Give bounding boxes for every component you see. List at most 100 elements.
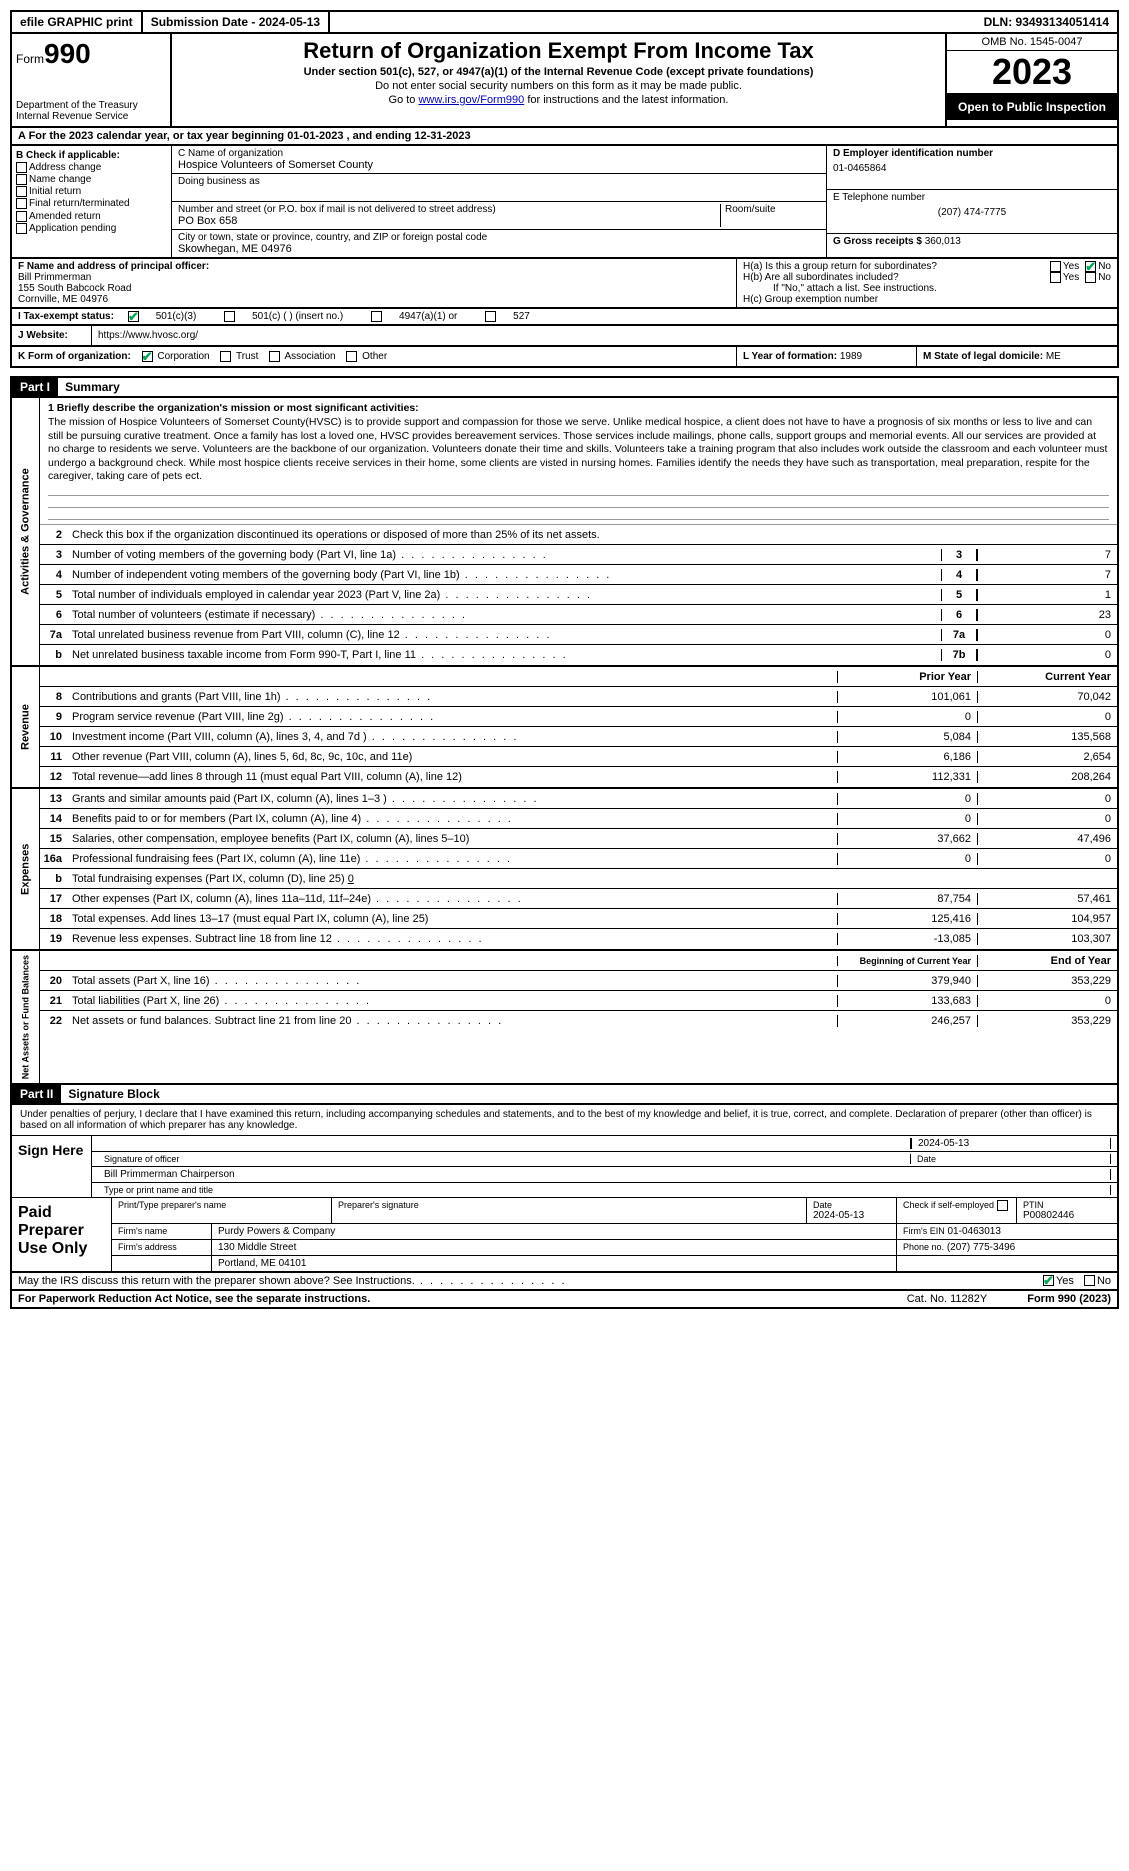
ein-label: D Employer identification number	[833, 148, 1111, 159]
cb-initial-return[interactable]: Initial return	[16, 186, 167, 197]
discuss-yes-cb[interactable]	[1043, 1275, 1054, 1286]
cb-application[interactable]: Application pending	[16, 223, 167, 234]
hb-yes-cb[interactable]	[1050, 272, 1061, 283]
part1-header: Part I	[12, 378, 58, 396]
officer-addr2: Cornville, ME 04976	[18, 294, 730, 305]
cb-501c[interactable]	[224, 311, 235, 322]
line7a-desc: Total unrelated business revenue from Pa…	[68, 627, 941, 643]
line16a-desc: Professional fundraising fees (Part IX, …	[68, 851, 837, 867]
tab-expenses: Expenses	[12, 789, 40, 949]
cb-other[interactable]	[346, 351, 357, 362]
info-grid: B Check if applicable: Address change Na…	[10, 146, 1119, 259]
hb-no-cb[interactable]	[1085, 272, 1096, 283]
hc-label: H(c) Group exemption number	[743, 294, 1111, 305]
officer-name: Bill Primmerman	[18, 272, 730, 283]
line17-desc: Other expenses (Part IX, column (A), lin…	[68, 891, 837, 907]
line22-desc: Net assets or fund balances. Subtract li…	[68, 1013, 837, 1029]
line18-prior: 125,416	[837, 913, 977, 925]
ha-no-cb[interactable]	[1085, 261, 1096, 272]
line21-curr: 0	[977, 995, 1117, 1007]
top-bar: efile GRAPHIC print Submission Date - 20…	[10, 10, 1119, 34]
signature-block: Under penalties of perjury, I declare th…	[10, 1105, 1119, 1273]
line3-val: 7	[977, 549, 1117, 561]
tel-label: E Telephone number	[833, 192, 1111, 203]
officer-name-title: Bill Primmerman Chairperson	[98, 1169, 1111, 1180]
date-label: Date	[911, 1154, 1111, 1164]
column-b: B Check if applicable: Address change Na…	[12, 146, 172, 257]
line18-desc: Total expenses. Add lines 13–17 (must eq…	[68, 911, 837, 927]
ha-yes-cb[interactable]	[1050, 261, 1061, 272]
discuss-text: May the IRS discuss this return with the…	[18, 1275, 1043, 1287]
line5-val: 1	[977, 589, 1117, 601]
sig-date: 2024-05-13	[911, 1138, 1111, 1149]
form-header: Form990 Department of the Treasury Inter…	[10, 34, 1119, 128]
line6-desc: Total number of volunteers (estimate if …	[68, 607, 941, 623]
sign-here-label: Sign Here	[12, 1136, 92, 1197]
self-emp-label: Check if self-employed	[903, 1200, 994, 1210]
page-footer: For Paperwork Reduction Act Notice, see …	[10, 1291, 1119, 1309]
line19-prior: -13,085	[837, 933, 977, 945]
revenue-section: Revenue Prior YearCurrent Year 8Contribu…	[10, 667, 1119, 789]
firm-name-label: Firm's name	[112, 1224, 212, 1239]
end-year-hdr: End of Year	[977, 955, 1117, 967]
hb-label: H(b) Are all subordinates included?	[743, 272, 1050, 283]
omb-number: OMB No. 1545-0047	[947, 34, 1117, 51]
cb-self-employed[interactable]	[997, 1200, 1008, 1211]
line22-prior: 246,257	[837, 1015, 977, 1027]
line16a-curr: 0	[977, 853, 1117, 865]
firm-addr1: 130 Middle Street	[218, 1242, 296, 1253]
domicile: ME	[1046, 351, 1061, 362]
line14-desc: Benefits paid to or for members (Part IX…	[68, 811, 837, 827]
line19-desc: Revenue less expenses. Subtract line 18 …	[68, 931, 837, 947]
cb-address-change[interactable]: Address change	[16, 162, 167, 173]
form-org-label: K Form of organization:	[18, 351, 131, 362]
line8-prior: 101,061	[837, 691, 977, 703]
discuss-no-cb[interactable]	[1084, 1275, 1095, 1286]
mission-text: The mission of Hospice Volunteers of Som…	[48, 416, 1107, 483]
firm-addr-label: Firm's address	[112, 1240, 212, 1255]
prior-year-hdr: Prior Year	[837, 671, 977, 683]
line14-curr: 0	[977, 813, 1117, 825]
line17-curr: 57,461	[977, 893, 1117, 905]
row-f: F Name and address of principal officer:…	[10, 259, 1119, 309]
firm-name: Purdy Powers & Company	[212, 1224, 897, 1239]
line14-prior: 0	[837, 813, 977, 825]
cb-name-change[interactable]: Name change	[16, 174, 167, 185]
irs-link[interactable]: www.irs.gov/Form990	[418, 94, 524, 106]
line4-val: 7	[977, 569, 1117, 581]
open-inspection: Open to Public Inspection	[947, 94, 1117, 120]
line7b-val: 0	[977, 649, 1117, 661]
line11-curr: 2,654	[977, 751, 1117, 763]
cb-final-return[interactable]: Final return/terminated	[16, 198, 167, 209]
line4-desc: Number of independent voting members of …	[68, 567, 941, 583]
current-year-hdr: Current Year	[977, 671, 1117, 683]
row-i: I Tax-exempt status: 501(c)(3) 501(c) ( …	[10, 309, 1119, 326]
cb-4947[interactable]	[371, 311, 382, 322]
cb-amended[interactable]: Amended return	[16, 211, 167, 222]
dba-label: Doing business as	[178, 176, 820, 187]
gross-label: G Gross receipts $	[833, 236, 922, 247]
line7a-val: 0	[977, 629, 1117, 641]
cb-501c3[interactable]	[128, 311, 139, 322]
website-value: https://www.hvosc.org/	[92, 326, 1117, 345]
cb-527[interactable]	[485, 311, 496, 322]
line13-desc: Grants and similar amounts paid (Part IX…	[68, 791, 837, 807]
tab-net-assets: Net Assets or Fund Balances	[12, 951, 40, 1083]
cb-corp[interactable]	[142, 351, 153, 362]
paid-preparer-label: Paid Preparer Use Only	[12, 1198, 112, 1271]
line12-desc: Total revenue—add lines 8 through 11 (mu…	[68, 769, 837, 785]
line19-curr: 103,307	[977, 933, 1117, 945]
form-word: Form	[16, 52, 44, 66]
line22-curr: 353,229	[977, 1015, 1117, 1027]
line1-label: 1 Briefly describe the organization's mi…	[48, 402, 419, 414]
ein-value: 01-0465864	[833, 163, 1111, 174]
cb-assoc[interactable]	[269, 351, 280, 362]
firm-addr2: Portland, ME 04101	[212, 1256, 897, 1271]
row-k: K Form of organization: Corporation Trus…	[10, 347, 1119, 368]
begin-year-hdr: Beginning of Current Year	[837, 956, 977, 966]
line3-desc: Number of voting members of the governin…	[68, 547, 941, 563]
line15-prior: 37,662	[837, 833, 977, 845]
line12-prior: 112,331	[837, 771, 977, 783]
cb-trust[interactable]	[220, 351, 231, 362]
line8-curr: 70,042	[977, 691, 1117, 703]
